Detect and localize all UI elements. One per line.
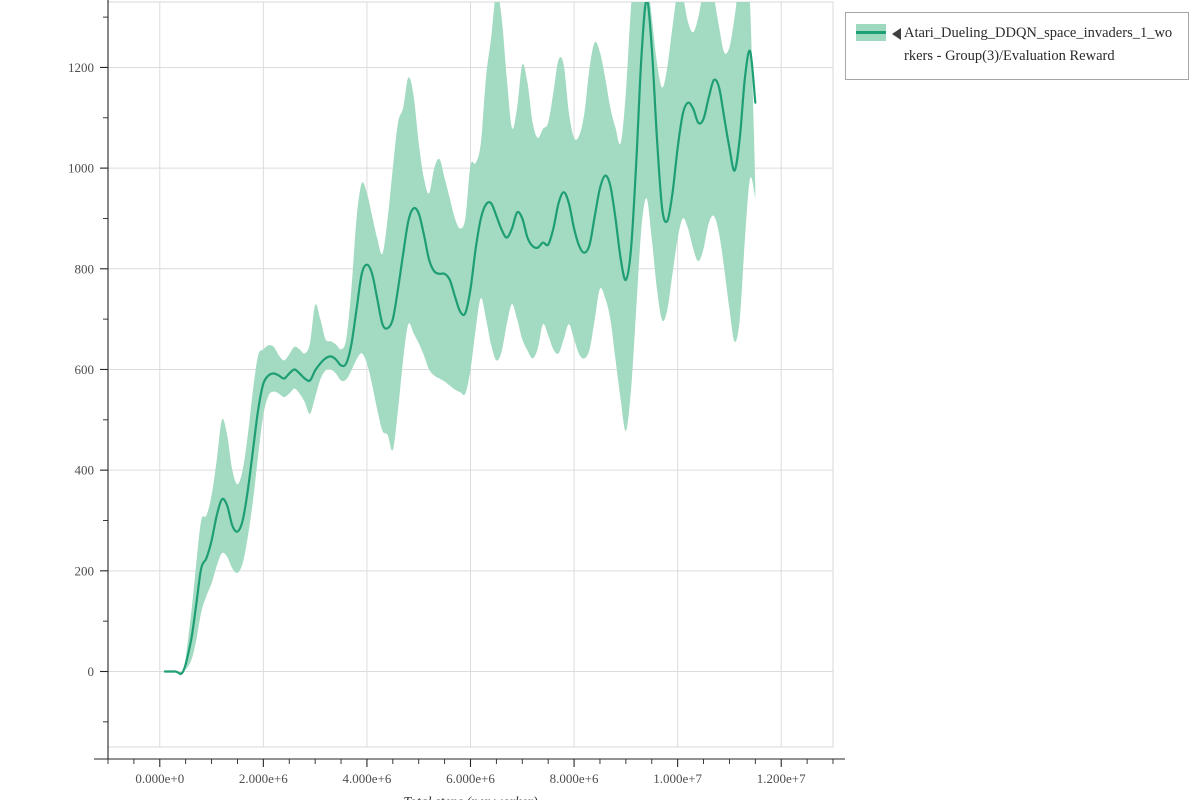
confidence-band [164,2,756,676]
y-axis-tick-label: 600 [75,362,95,377]
x-axis-tick-label: 0.000e+0 [135,771,184,786]
x-axis-tick-label: 1.200e+7 [757,771,806,786]
legend-color-swatch-icon [856,24,886,41]
y-axis-tick-label: 1200 [68,60,94,75]
line-chart: 0 200 400 600 800 1000 1200 0.000e+0 2.000e+6 4.0… [68,0,845,800]
legend-item[interactable]: Atari_Dueling_DDQN_space_invaders_1_work… [856,22,1178,69]
y-axis-tick-label: 0 [88,664,95,679]
x-axis-tick-label: 6.000e+6 [446,771,495,786]
x-axis-tick-label: 1.000e+7 [653,771,702,786]
left-triangle-marker-icon [892,28,901,40]
x-axis-tick-label: 8.000e+6 [550,771,599,786]
y-axis-tick-label: 200 [75,563,95,578]
legend-item-label: Atari_Dueling_DDQN_space_invaders_1_work… [904,25,1173,65]
chart-legend[interactable]: Atari_Dueling_DDQN_space_invaders_1_work… [845,12,1189,80]
y-axis-tick-label: 800 [75,261,95,276]
y-axis-tick-label: 1000 [68,161,94,176]
x-axis-title: Total steps (per worker) [403,795,538,800]
plot-area: 0 200 400 600 800 1000 1200 0.000e+0 2.000e+6 4.0… [68,0,845,800]
y-axis-tick-label: 400 [75,463,95,478]
x-axis-tick-label: 4.000e+6 [342,771,391,786]
x-axis-tick-label: 2.000e+6 [239,771,288,786]
series-line [163,2,757,675]
